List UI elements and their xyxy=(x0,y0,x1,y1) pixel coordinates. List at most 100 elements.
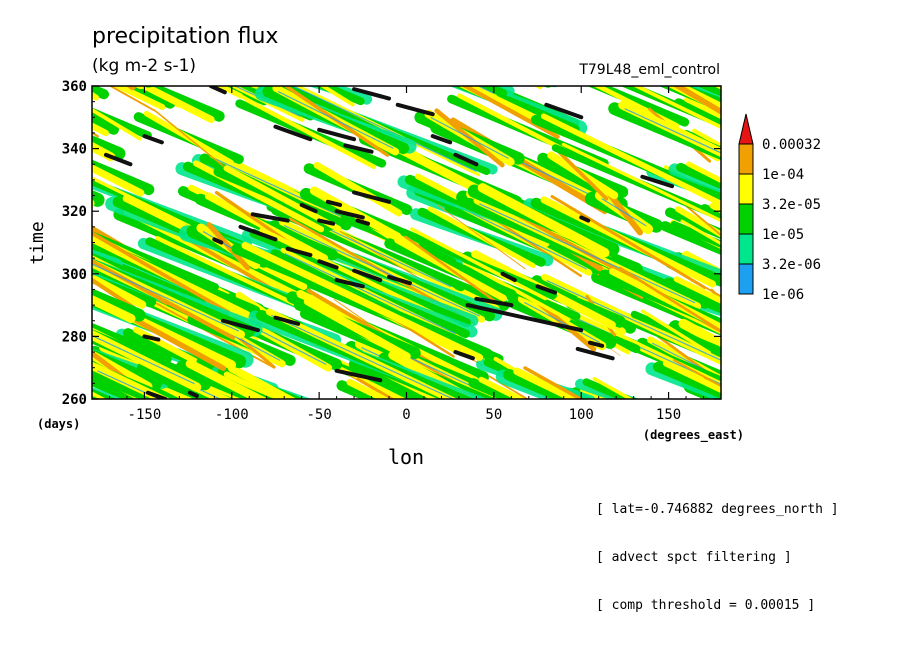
field-band xyxy=(425,390,453,399)
field-band xyxy=(435,389,457,399)
x-tick-label: 50 xyxy=(485,407,502,423)
threshold-segment xyxy=(103,152,133,167)
y-tick-label: 260 xyxy=(62,392,87,408)
field-band xyxy=(92,135,126,160)
field-band xyxy=(149,86,159,88)
annotation-notes: [ lat=-0.746882 degrees_north ] [ advect… xyxy=(596,470,839,630)
field-band xyxy=(587,86,690,127)
x-tick-label: 100 xyxy=(569,407,594,423)
field-band xyxy=(750,319,849,374)
field-band xyxy=(277,90,394,149)
threshold-segment xyxy=(145,390,168,399)
x-tick-label: -100 xyxy=(215,407,249,423)
field-band xyxy=(292,86,477,173)
x-tick-label: 0 xyxy=(402,407,410,423)
threshold-segment xyxy=(535,284,558,295)
threshold-segment xyxy=(387,274,412,286)
field-band xyxy=(303,30,370,72)
field-band xyxy=(245,13,406,81)
field-band xyxy=(479,203,696,304)
field-band xyxy=(92,231,241,320)
field-band xyxy=(678,318,721,350)
field-band xyxy=(143,86,153,88)
threshold-segment xyxy=(352,87,392,101)
colorbar-label: 0.00032 xyxy=(762,137,821,153)
x-tick-label: -150 xyxy=(128,407,162,423)
field-band xyxy=(92,322,172,364)
colorbar-box xyxy=(738,233,754,265)
field-band xyxy=(457,86,570,138)
field-band xyxy=(676,162,721,190)
x-axis: -150 -100 -50 0 50 100 150 xyxy=(108,86,705,423)
colorbar-box xyxy=(738,263,754,295)
field-band xyxy=(592,86,680,128)
field-band xyxy=(185,359,269,399)
field-band xyxy=(92,294,136,324)
colorbar-box xyxy=(738,143,754,175)
field-band xyxy=(92,363,172,399)
field-band xyxy=(632,86,721,130)
field-band xyxy=(92,107,142,141)
field-band xyxy=(561,142,721,223)
field-band xyxy=(410,227,548,301)
field-band xyxy=(243,86,259,92)
field-band xyxy=(470,86,498,99)
colorbar-box xyxy=(738,173,754,205)
field-band xyxy=(241,241,484,361)
threshold-segment xyxy=(238,224,278,242)
field-band xyxy=(703,377,721,392)
field-band xyxy=(92,270,157,308)
field-band xyxy=(92,131,99,138)
field-band xyxy=(618,100,721,158)
colorbar-label: 3.2e-06 xyxy=(762,257,821,273)
field-band xyxy=(680,219,721,246)
field-band xyxy=(540,113,721,207)
field-band xyxy=(184,47,252,84)
field-band xyxy=(153,379,199,399)
field-band xyxy=(693,378,721,399)
field-band xyxy=(356,377,396,399)
colorbar: 0.00032 1e-04 3.2e-05 1e-05 3.2e-06 1e-06 xyxy=(738,113,821,303)
threshold-segment xyxy=(575,346,615,361)
field-band xyxy=(255,13,396,81)
field-band xyxy=(601,198,647,227)
threshold-segment xyxy=(208,86,227,95)
x-tick-label: 150 xyxy=(656,407,681,423)
field-band xyxy=(97,370,161,399)
colorbar-box xyxy=(738,203,754,235)
threshold-segment xyxy=(221,318,260,333)
field-band xyxy=(92,159,155,196)
field-band xyxy=(437,204,526,270)
field-band xyxy=(582,378,637,399)
field-band xyxy=(430,116,509,159)
y-axis-units: (days) xyxy=(37,417,80,431)
field-band xyxy=(481,24,594,72)
threshold-segment xyxy=(474,296,514,308)
field-band xyxy=(111,86,166,111)
colorbar-label: 1e-04 xyxy=(762,167,804,183)
threshold-segment xyxy=(142,134,164,145)
field-band xyxy=(92,273,147,309)
field-band xyxy=(303,297,411,361)
field-band xyxy=(736,324,863,368)
colorbar-label: 1e-05 xyxy=(762,227,804,243)
field-band xyxy=(92,122,109,137)
field-band xyxy=(640,309,711,355)
field-band xyxy=(742,322,857,370)
threshold-segment xyxy=(453,350,475,361)
field-band xyxy=(92,366,171,399)
field-band xyxy=(476,86,494,94)
field-band xyxy=(619,266,721,333)
field-band xyxy=(726,96,783,120)
field-band xyxy=(92,377,144,399)
field-band xyxy=(250,86,268,91)
field-band xyxy=(476,86,508,98)
field-band xyxy=(245,97,377,169)
field-band xyxy=(592,376,634,399)
field-band xyxy=(397,86,399,87)
run-id-label: T79L48_eml_control xyxy=(579,62,720,78)
field-band xyxy=(686,161,721,184)
colorbar-extend-triangle xyxy=(738,113,754,145)
field-band xyxy=(652,361,721,399)
threshold-segment xyxy=(317,127,357,142)
